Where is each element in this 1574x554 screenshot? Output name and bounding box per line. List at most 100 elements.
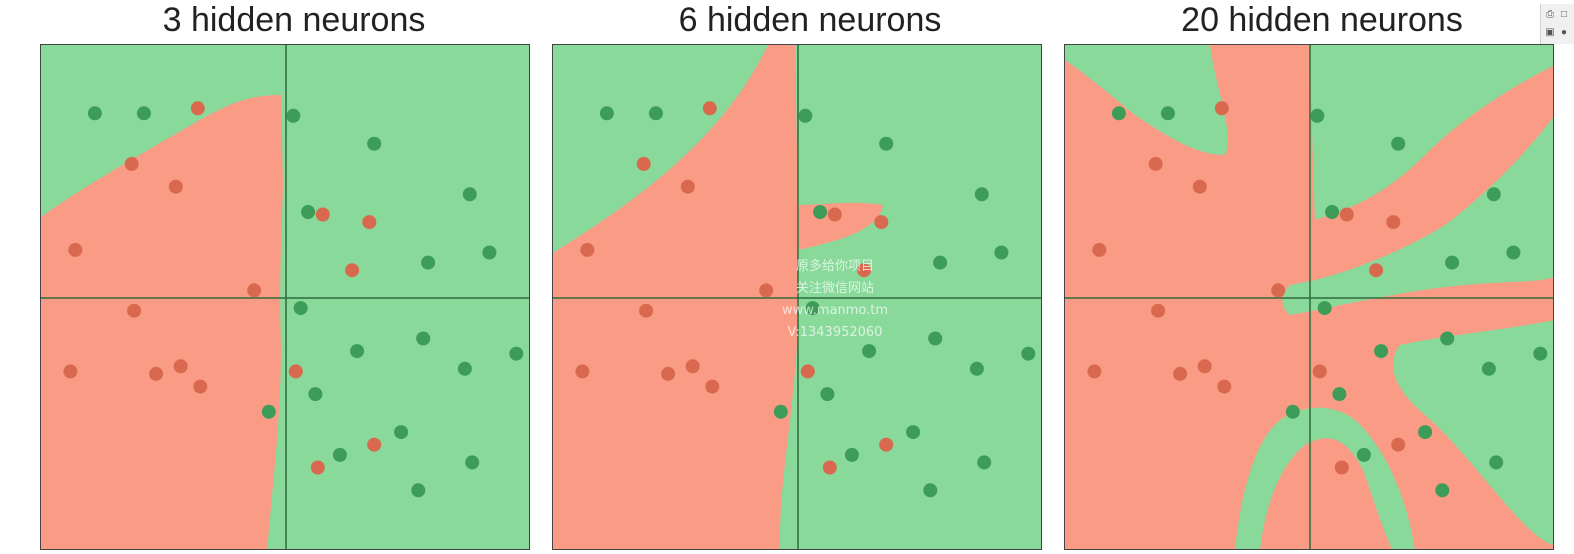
green-data-point xyxy=(1391,136,1406,151)
red-data-point xyxy=(1386,215,1401,230)
print-icon[interactable]: ⎙ xyxy=(1546,9,1554,20)
red-data-point xyxy=(879,437,894,452)
green-data-point xyxy=(1356,447,1371,462)
green-data-point xyxy=(1325,205,1340,219)
green-data-point xyxy=(1435,483,1450,498)
data-points xyxy=(63,101,524,498)
red-data-point xyxy=(315,207,330,222)
red-data-point xyxy=(1312,364,1327,379)
image-icon[interactable]: ▣ xyxy=(1545,27,1555,38)
red-data-point xyxy=(857,263,872,278)
green-data-point xyxy=(1111,106,1126,121)
red-data-point xyxy=(367,437,382,452)
green-data-point xyxy=(465,455,480,470)
green-data-point xyxy=(994,245,1009,260)
green-data-point xyxy=(923,483,938,498)
axis-lines xyxy=(1065,45,1553,549)
green-data-point xyxy=(261,404,276,419)
red-data-point xyxy=(636,156,651,171)
green-data-point xyxy=(1506,245,1521,260)
red-data-point xyxy=(705,379,720,394)
red-data-point xyxy=(1217,379,1232,394)
red-data-point xyxy=(580,242,595,257)
green-data-point xyxy=(879,136,894,151)
red-data-point xyxy=(1391,437,1406,452)
green-data-point xyxy=(136,106,151,121)
red-data-point xyxy=(247,283,262,298)
green-data-point xyxy=(509,346,524,361)
red-data-point xyxy=(680,179,695,194)
red-data-point xyxy=(168,179,183,194)
red-data-point xyxy=(1087,364,1102,379)
red-data-point xyxy=(127,303,142,318)
red-data-point xyxy=(288,364,303,379)
decision-region-green xyxy=(1065,45,1553,549)
axis-lines xyxy=(553,45,1041,549)
plot-20-neurons xyxy=(1064,44,1554,550)
region-red-shape xyxy=(553,45,883,549)
red-data-point xyxy=(63,364,78,379)
green-data-point xyxy=(1445,255,1460,270)
chart-title-20-neurons: 20 hidden neurons xyxy=(1181,1,1463,39)
region-green-lower-right xyxy=(1393,320,1553,545)
green-data-point xyxy=(844,447,859,462)
watermark: 原多给你项目 关注微信网站 www.manmo.tm V:1343952060 xyxy=(760,256,910,344)
red-data-point xyxy=(310,460,325,475)
decision-region-red xyxy=(41,95,283,549)
watermark-line: V:1343952060 xyxy=(787,325,883,340)
green-data-point xyxy=(969,361,984,376)
green-data-point xyxy=(421,255,436,270)
red-data-point xyxy=(1339,207,1354,222)
red-data-point xyxy=(685,359,700,374)
region-red-shape xyxy=(41,95,283,549)
green-data-point xyxy=(457,361,472,376)
viewer-toolbar: ⎙ □ ▣ ● xyxy=(1540,4,1574,44)
green-data-point xyxy=(1486,187,1501,202)
green-data-point xyxy=(87,106,102,121)
green-data-point xyxy=(1317,301,1332,316)
red-data-point xyxy=(190,101,205,116)
green-data-point xyxy=(1374,344,1389,359)
region-green-bottom-arc xyxy=(1235,407,1415,549)
green-data-point xyxy=(1418,425,1433,440)
globe-icon[interactable]: ● xyxy=(1560,27,1568,38)
axis-lines xyxy=(41,45,529,549)
green-data-point xyxy=(1332,387,1347,402)
red-data-point xyxy=(1214,101,1229,116)
red-data-point xyxy=(575,364,590,379)
watermark-line: www.manmo.tm xyxy=(782,303,888,318)
green-data-point xyxy=(411,483,426,498)
green-data-point xyxy=(293,301,308,316)
green-data-point xyxy=(308,387,323,402)
green-data-point xyxy=(394,425,409,440)
decision-region-red xyxy=(553,45,883,549)
red-data-point xyxy=(702,101,717,116)
red-data-point xyxy=(639,303,654,318)
red-data-point xyxy=(822,460,837,475)
watermark-line: 关注微信网站 xyxy=(795,281,874,296)
red-data-point xyxy=(1369,263,1384,278)
red-data-point xyxy=(661,366,676,381)
red-data-point xyxy=(193,379,208,394)
green-data-point xyxy=(1440,331,1455,346)
watermark-line: 原多给你项目 xyxy=(795,259,874,274)
green-data-point xyxy=(1021,346,1036,361)
green-data-point xyxy=(462,187,477,202)
red-data-point xyxy=(827,207,842,222)
green-data-point xyxy=(977,455,992,470)
green-data-point xyxy=(1481,361,1496,376)
plot-3-neurons xyxy=(40,44,530,550)
green-data-point xyxy=(599,106,614,121)
green-data-point xyxy=(332,447,347,462)
red-data-point xyxy=(759,283,774,298)
green-data-point xyxy=(301,205,316,219)
green-data-point xyxy=(1285,404,1300,419)
green-data-point xyxy=(482,245,497,260)
green-data-point xyxy=(974,187,989,202)
red-data-point xyxy=(1151,303,1166,318)
green-data-point xyxy=(928,331,943,346)
window-icon[interactable]: □ xyxy=(1560,9,1568,20)
green-data-point xyxy=(813,205,828,219)
data-points xyxy=(575,101,1036,498)
green-data-point xyxy=(1160,106,1175,121)
